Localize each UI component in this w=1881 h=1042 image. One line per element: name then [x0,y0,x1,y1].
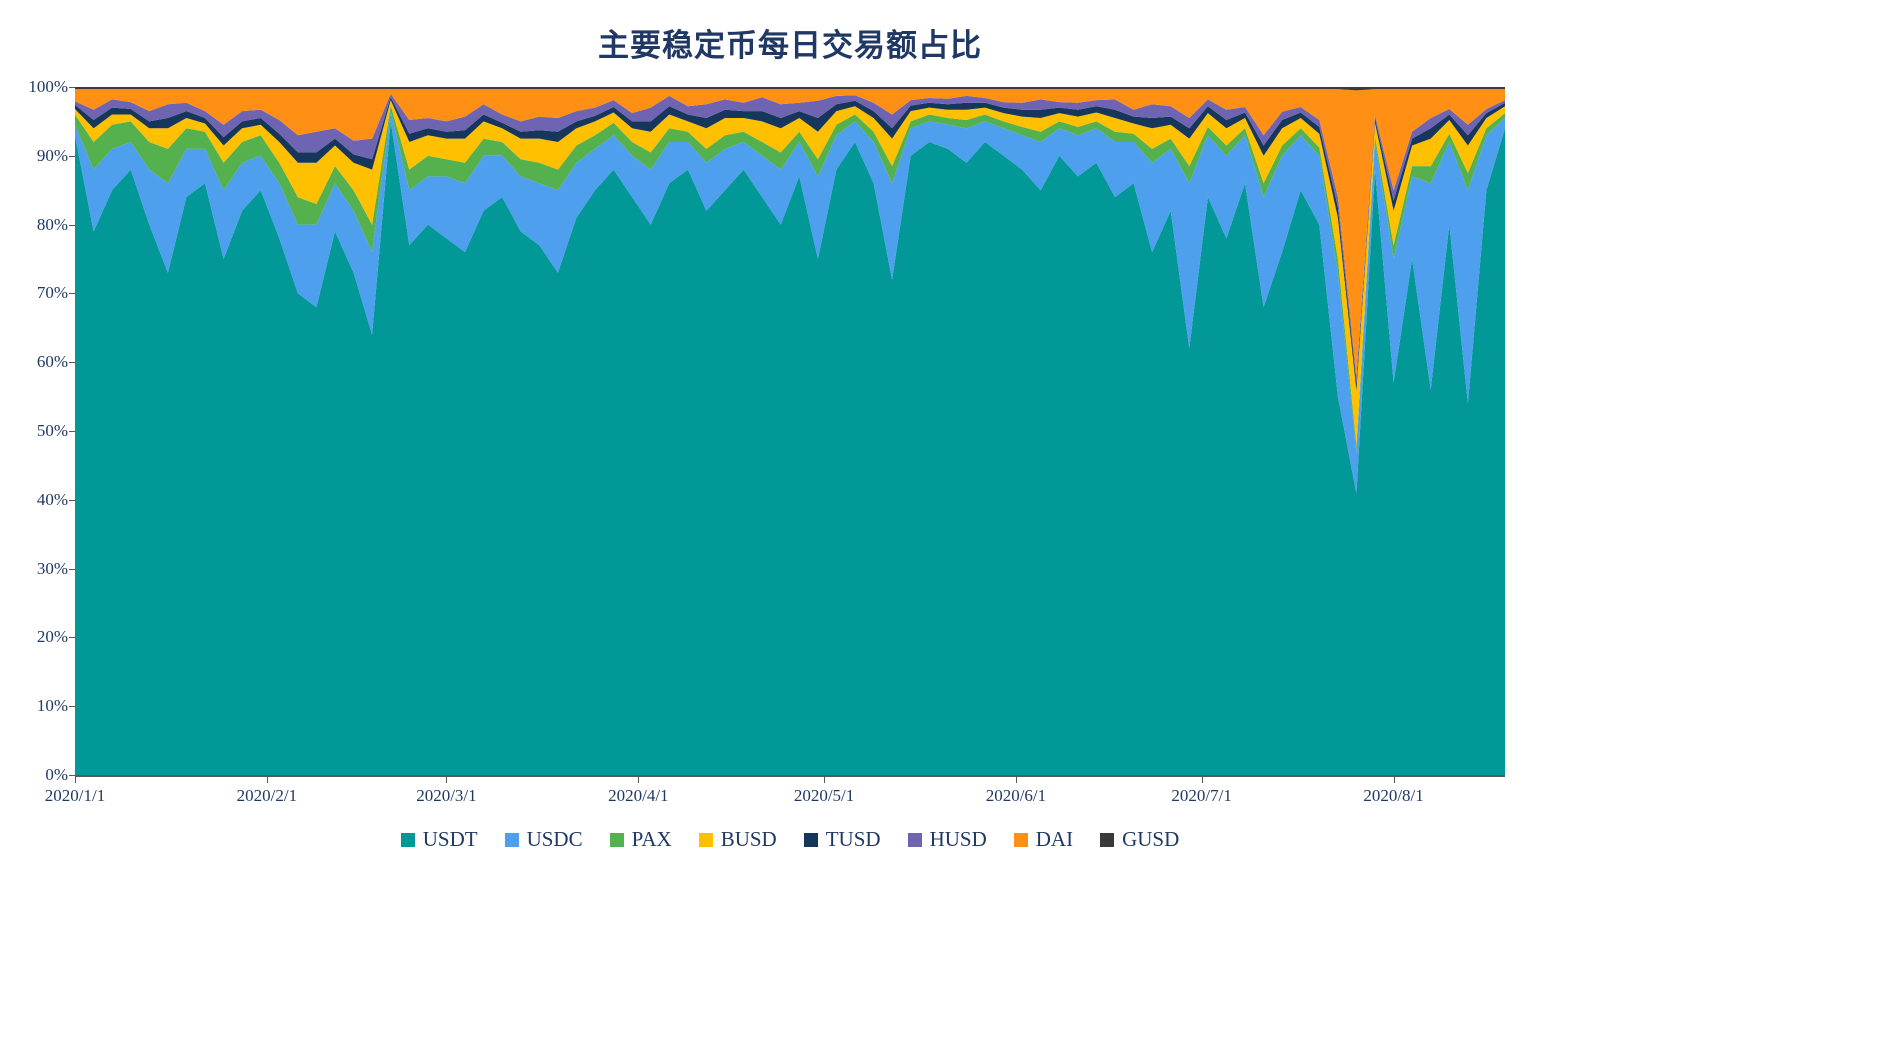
x-axis-tick [75,776,76,783]
y-axis-label: 50% [36,421,68,440]
legend-item-tusd: TUSD [803,827,881,852]
y-axis-label: 10% [36,696,68,716]
x-axis-label: 2020/2/1 [236,786,298,805]
legend-label: BUSD [720,827,777,851]
x-axis-label: 2020/6/1 [985,786,1047,805]
y-axis-tick [69,224,75,226]
y-axis-label: 40% [36,489,68,509]
x-axis-tick [1201,776,1203,783]
y-axis-tick [69,87,75,88]
chart-title: 主要稳定币每日交易额占比 [598,28,982,63]
y-axis-tick [69,155,75,157]
legend-swatch-pax [609,832,624,847]
legend-item-usdc: USDC [504,827,583,852]
y-axis-label: 80% [36,214,68,234]
y-axis-tick [69,775,75,776]
x-axis-label: 2020/5/1 [793,786,855,805]
legend-swatch-gusd [1100,832,1115,847]
legend-swatch-tusd [803,832,818,847]
y-axis-tick [69,706,75,708]
area-husd [75,93,1505,384]
y-axis-tick [69,637,75,639]
y-axis-tick [69,362,75,364]
y-axis-label: 60% [36,352,68,372]
x-axis-label: 2020/3/1 [416,786,477,805]
x-axis-label: 2020/7/1 [1171,786,1232,805]
legend-swatch-dai [1013,832,1028,847]
legend-item-busd: BUSD [698,827,777,852]
y-axis-label: 20% [36,627,68,647]
x-axis-tick [266,776,268,783]
y-axis-label: 90% [36,145,68,165]
plot-area [75,87,1505,777]
area-usdc [75,111,1505,494]
legend-item-gusd: GUSD [1100,827,1179,852]
legend-label: USDC [526,827,583,851]
legend-label: USDT [422,827,478,851]
x-axis-tick [824,776,826,783]
x-axis-tick [1015,776,1017,783]
x-axis-tick [446,776,448,783]
y-axis-label: 70% [36,283,68,303]
x-axis-label: 2020/1/1 [44,786,106,805]
area-dai [75,89,1505,377]
legend-swatch-husd [907,832,922,847]
legend-swatch-usdc [504,832,519,847]
x-axis-tick [1393,776,1395,783]
legend-swatch-usdt [400,832,415,847]
legend-item-usdt: USDT [400,827,478,852]
x-axis-label: 2020/8/1 [1363,786,1424,805]
y-axis-tick [69,568,75,570]
x-axis-tick [638,776,640,783]
y-axis: 0% 10% 20% 30% 40% 50% 60% 70% 80% 90% 100% [0,0,75,1042]
area-gusd [75,87,1505,91]
legend-label: HUSD [929,827,987,851]
legend-label: GUSD [1122,827,1180,851]
y-axis-tick [69,431,75,432]
stacked-area-svg [75,87,1505,775]
y-axis-label: 30% [36,558,68,578]
x-axis-label: 2020/4/1 [608,786,669,805]
chart-legend: USDT USDC PAX BUSD TUSD HUSD DAI GUSD [0,827,1580,852]
legend-item-pax: PAX [609,827,672,852]
area-usdt [75,121,1505,775]
legend-label: DAI [1035,827,1074,851]
y-axis-label: 0% [45,765,68,784]
legend-item-husd: HUSD [907,827,987,852]
y-axis-tick [69,293,75,295]
y-axis-tick [69,499,75,501]
legend-label: TUSD [825,827,881,851]
legend-item-dai: DAI [1013,827,1074,852]
legend-label: PAX [631,827,672,851]
y-axis-label: 100% [28,77,68,96]
legend-swatch-busd [698,832,713,847]
